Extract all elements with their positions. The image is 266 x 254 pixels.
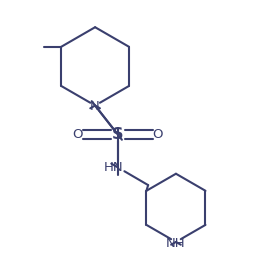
- Text: NH: NH: [166, 237, 186, 250]
- Text: S: S: [112, 127, 124, 142]
- Text: O: O: [152, 128, 163, 141]
- Text: HN: HN: [104, 161, 124, 174]
- Text: N: N: [90, 100, 100, 113]
- Text: O: O: [73, 128, 83, 141]
